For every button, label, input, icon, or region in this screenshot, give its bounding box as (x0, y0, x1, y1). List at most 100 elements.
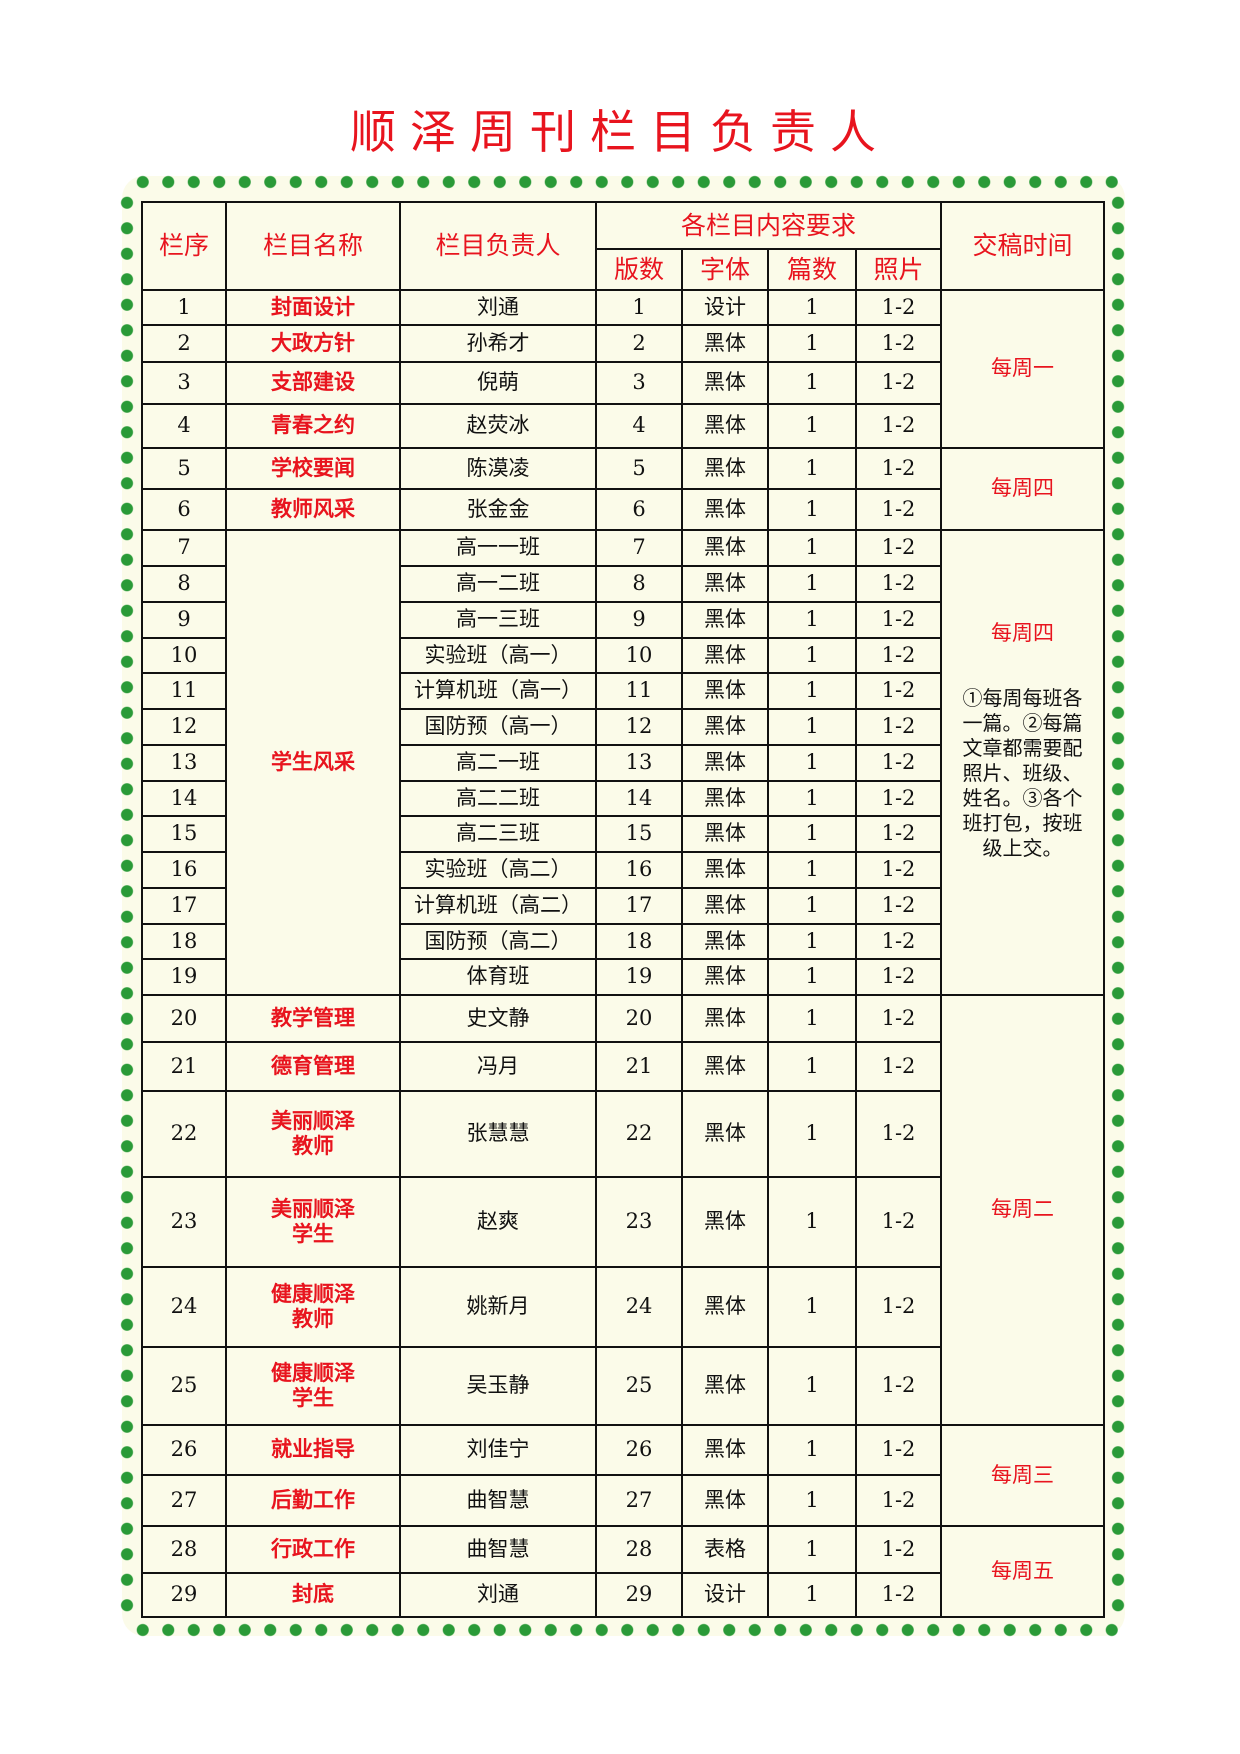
cell-articles: 1 (767, 1572, 857, 1618)
cell-font: 黑体 (681, 1266, 769, 1348)
cell-owner: 高二二班 (399, 780, 597, 817)
cell-articles: 1 (767, 601, 857, 639)
cell-owner: 孙希才 (399, 324, 597, 363)
cell-pages: 24 (595, 1266, 683, 1348)
cell-seq: 16 (141, 851, 227, 889)
cell-photos: 1-2 (855, 780, 942, 817)
cell-column-name: 封面设计 (225, 289, 401, 326)
cell-deadline: 每周一 (940, 289, 1105, 449)
cell-photos: 1-2 (855, 672, 942, 710)
cell-font: 黑体 (681, 815, 769, 853)
cell-articles: 1 (767, 529, 857, 567)
table-row: 17 计算机班（高二） 17 黑体 1 1-2 (141, 887, 1104, 925)
cell-photos: 1-2 (855, 851, 942, 889)
cell-photos: 1-2 (855, 1424, 942, 1476)
table-row: 8 高一二班 8 黑体 1 1-2 (141, 565, 1104, 603)
table-row: 6 教师风采 张金金 6 黑体 1 1-2 (141, 488, 1104, 531)
cell-column-name: 后勤工作 (225, 1474, 401, 1527)
cell-articles: 1 (767, 289, 857, 326)
cell-font: 黑体 (681, 447, 769, 490)
cell-pages: 10 (595, 637, 683, 674)
cell-column-name: 德育管理 (225, 1041, 401, 1092)
cell-font: 黑体 (681, 637, 769, 674)
cell-font: 黑体 (681, 1090, 769, 1178)
cell-owner: 张慧慧 (399, 1090, 597, 1178)
cell-owner: 计算机班（高二） (399, 887, 597, 925)
cell-articles: 1 (767, 1346, 857, 1426)
cell-font: 黑体 (681, 488, 769, 531)
cell-seq: 7 (141, 529, 227, 567)
table-row: 25 健康顺泽 学生 吴玉静 25 黑体 1 1-2 (141, 1346, 1104, 1426)
cell-pages: 25 (595, 1346, 683, 1426)
table-row: 19 体育班 19 黑体 1 1-2 (141, 958, 1104, 996)
cell-font: 设计 (681, 289, 769, 326)
cell-articles: 1 (767, 1266, 857, 1348)
cell-seq: 1 (141, 289, 227, 326)
cell-owner: 高一一班 (399, 529, 597, 567)
table-row: 9 高一三班 9 黑体 1 1-2 (141, 601, 1104, 639)
cell-pages: 2 (595, 324, 683, 363)
cell-column-name: 学生风采 (225, 529, 401, 996)
table-row: 22 美丽顺泽 教师 张慧慧 22 黑体 1 1-2 (141, 1090, 1104, 1178)
cell-font: 设计 (681, 1572, 769, 1618)
table-row: 5 学校要闻 陈漠凌 5 黑体 1 1-2 每周四 (141, 447, 1105, 531)
cell-photos: 1-2 (855, 1474, 942, 1527)
dot-border-left (119, 190, 135, 1620)
cell-owner: 国防预（高一） (399, 708, 597, 746)
cell-seq: 22 (141, 1090, 227, 1178)
cell-owner: 姚新月 (399, 1266, 597, 1348)
cell-articles: 1 (767, 1525, 857, 1574)
cell-column-name: 青春之约 (225, 403, 401, 449)
table-row: 28 行政工作 曲智慧 28 表格 1 1-2 每周五 (141, 1525, 1105, 1618)
cell-articles: 1 (767, 1474, 857, 1527)
cell-photos: 1-2 (855, 447, 942, 490)
cell-photos: 1-2 (855, 324, 942, 363)
table-row: 23 美丽顺泽 学生 赵爽 23 黑体 1 1-2 (141, 1176, 1104, 1268)
cell-articles: 1 (767, 637, 857, 674)
table-row: 18 国防预（高二） 18 黑体 1 1-2 (141, 923, 1104, 960)
cell-column-name: 大政方针 (225, 324, 401, 363)
deadline-note: ①每周每班各一篇。②每篇文章都需要配照片、班级、姓名。③各个班打包，按班级上交。 (962, 686, 1083, 861)
cell-pages: 29 (595, 1572, 683, 1618)
cell-seq: 29 (141, 1572, 227, 1618)
cell-font: 黑体 (681, 361, 769, 405)
table-row: 26 就业指导 刘佳宁 26 黑体 1 1-2 每周三 (141, 1424, 1105, 1527)
table-row: 11 计算机班（高一） 11 黑体 1 1-2 (141, 672, 1104, 710)
table-row: 29 封底 刘通 29 设计 1 1-2 (141, 1572, 1104, 1618)
deadline-label: 每周三 (991, 1462, 1054, 1487)
header-deadline: 交稿时间 (940, 201, 1105, 291)
cell-seq: 13 (141, 744, 227, 782)
cell-photos: 1-2 (855, 744, 942, 782)
cell-pages: 1 (595, 289, 683, 326)
cell-owner: 高一三班 (399, 601, 597, 639)
cell-articles: 1 (767, 1041, 857, 1092)
cell-owner: 刘通 (399, 289, 597, 326)
cell-articles: 1 (767, 815, 857, 853)
header-font: 字体 (681, 248, 769, 291)
cell-font: 黑体 (681, 1346, 769, 1426)
cell-font: 黑体 (681, 1041, 769, 1092)
table-row: 20 教学管理 史文静 20 黑体 1 1-2 每周二 (141, 994, 1105, 1426)
cell-seq: 8 (141, 565, 227, 603)
cell-font: 黑体 (681, 851, 769, 889)
cell-articles: 1 (767, 1424, 857, 1476)
cell-photos: 1-2 (855, 708, 942, 746)
cell-pages: 28 (595, 1525, 683, 1574)
cell-pages: 20 (595, 994, 683, 1043)
cell-column-name: 教师风采 (225, 488, 401, 531)
cell-seq: 27 (141, 1474, 227, 1527)
cell-pages: 17 (595, 887, 683, 925)
cell-owner: 冯月 (399, 1041, 597, 1092)
cell-photos: 1-2 (855, 601, 942, 639)
cell-owner: 刘佳宁 (399, 1424, 597, 1476)
cell-articles: 1 (767, 324, 857, 363)
cell-column-name: 封底 (225, 1572, 401, 1618)
cell-pages: 15 (595, 815, 683, 853)
cell-font: 黑体 (681, 324, 769, 363)
cell-deadline: 每周四 ①每周每班各一篇。②每篇文章都需要配照片、班级、姓名。③各个班打包，按班级… (940, 529, 1105, 996)
header-owner: 栏目负责人 (399, 201, 597, 291)
cell-font: 黑体 (681, 403, 769, 449)
cell-photos: 1-2 (855, 994, 942, 1043)
header-photos: 照片 (855, 248, 942, 291)
cell-owner: 高二三班 (399, 815, 597, 853)
